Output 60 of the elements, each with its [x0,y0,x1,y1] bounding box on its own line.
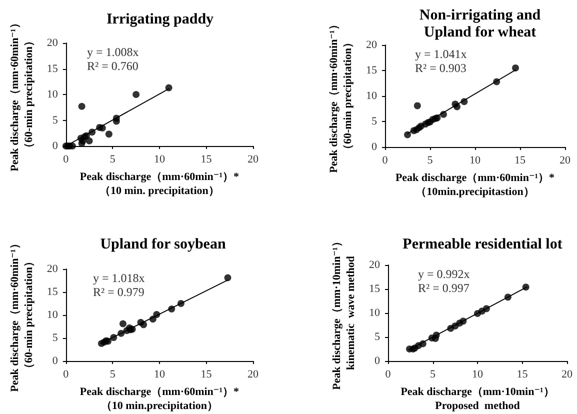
x-tick-label: 20 [562,368,573,380]
x-axis-title: Peak discharge（mm·60min⁻¹）* （10 min. precipitation） [80,171,240,197]
x-tick-label: 5 [427,154,434,166]
y-tick-label: 0 [374,355,380,367]
y-tick-label: 0 [52,140,58,152]
x-tick-label: 10 [154,368,166,380]
x-tick-label: 5 [110,154,116,166]
x-axis-title: Peak discharge（mm·60min⁻¹）* （10 min.precipitation） [80,386,240,412]
y-tick-label: 15 [46,62,58,75]
x-tick-label: 15 [516,368,528,380]
annotation: y = 1.041x [415,47,467,61]
x-tick-label: 0 [63,368,70,380]
annotation: R² = 0.760 [87,59,138,73]
chart-title: Irrigating paddy [106,12,214,28]
y-tick-label: 15 [366,64,378,76]
x-tick-label: 20 [248,368,259,380]
x-tick-label: 5 [110,368,116,380]
annotation: R² = 0.997 [418,281,470,295]
x-tick-label: 20 [248,154,259,166]
annotation: y = 0.992x [418,267,470,281]
annotation: R² = 0.979 [93,285,144,299]
y-tick-label: 20 [366,39,378,51]
y-tick-label: 10 [46,88,58,100]
x-tick-label: 15 [200,368,212,380]
y-tick-label: 5 [52,114,58,126]
y-tick-label: 15 [369,283,380,295]
x-tick-label: 15 [200,154,212,166]
y-tick-label: 0 [372,141,378,153]
y-tick-label: 10 [46,309,58,321]
y-tick-label: 10 [366,90,378,102]
y-axis-title: Peak discharge（mm·60min⁻¹）（60-min precipitation） [9,18,35,172]
annotation: y = 1.008x [87,45,139,59]
y-tick-label: 0 [52,355,58,367]
x-tick-label: 10 [154,154,166,166]
y-tick-label: 5 [52,332,58,344]
y-tick-label: 20 [46,263,58,275]
y-axis-title: Peak discharge（mm·10min⁻¹） kinematic wave method [331,236,358,390]
x-axis-title: Peak discharge（mm·10min⁻¹） Proposed method [400,386,554,412]
x-tick-label: 0 [385,368,392,380]
chart-title: Permeable residential lot [402,236,562,252]
y-tick-label: 20 [369,259,380,271]
x-tick-label: 15 [514,154,526,166]
x-tick-label: 10 [472,368,484,380]
x-tick-label: 5 [430,368,436,380]
y-tick-label: 5 [374,331,380,343]
annotation: R² = 0.903 [415,61,466,75]
y-tick-label: 5 [372,116,378,128]
y-tick-label: 20 [46,37,58,49]
chart-title: Non-irrigating and Upland for wheat [419,8,542,40]
y-axis-title: Peak discharge（mm·60min⁻¹）（60-min precipitation） [9,238,35,392]
annotation: y = 1.018x [93,271,145,285]
y-tick-label: 10 [369,307,380,319]
x-tick-label: 10 [470,154,481,166]
chart-title: Upland for soybean [100,236,226,252]
x-axis-title: Peak discharge（mm·60min⁻¹）* （10min.precipitastion） [395,172,556,198]
x-tick-label: 0 [382,154,388,166]
y-tick-label: 15 [46,286,58,298]
y-axis-title: Peak discharge（mm·60min⁻¹）（60-min precipitation） [328,19,354,173]
x-tick-label: 20 [560,154,571,166]
x-tick-label: 0 [63,154,70,166]
